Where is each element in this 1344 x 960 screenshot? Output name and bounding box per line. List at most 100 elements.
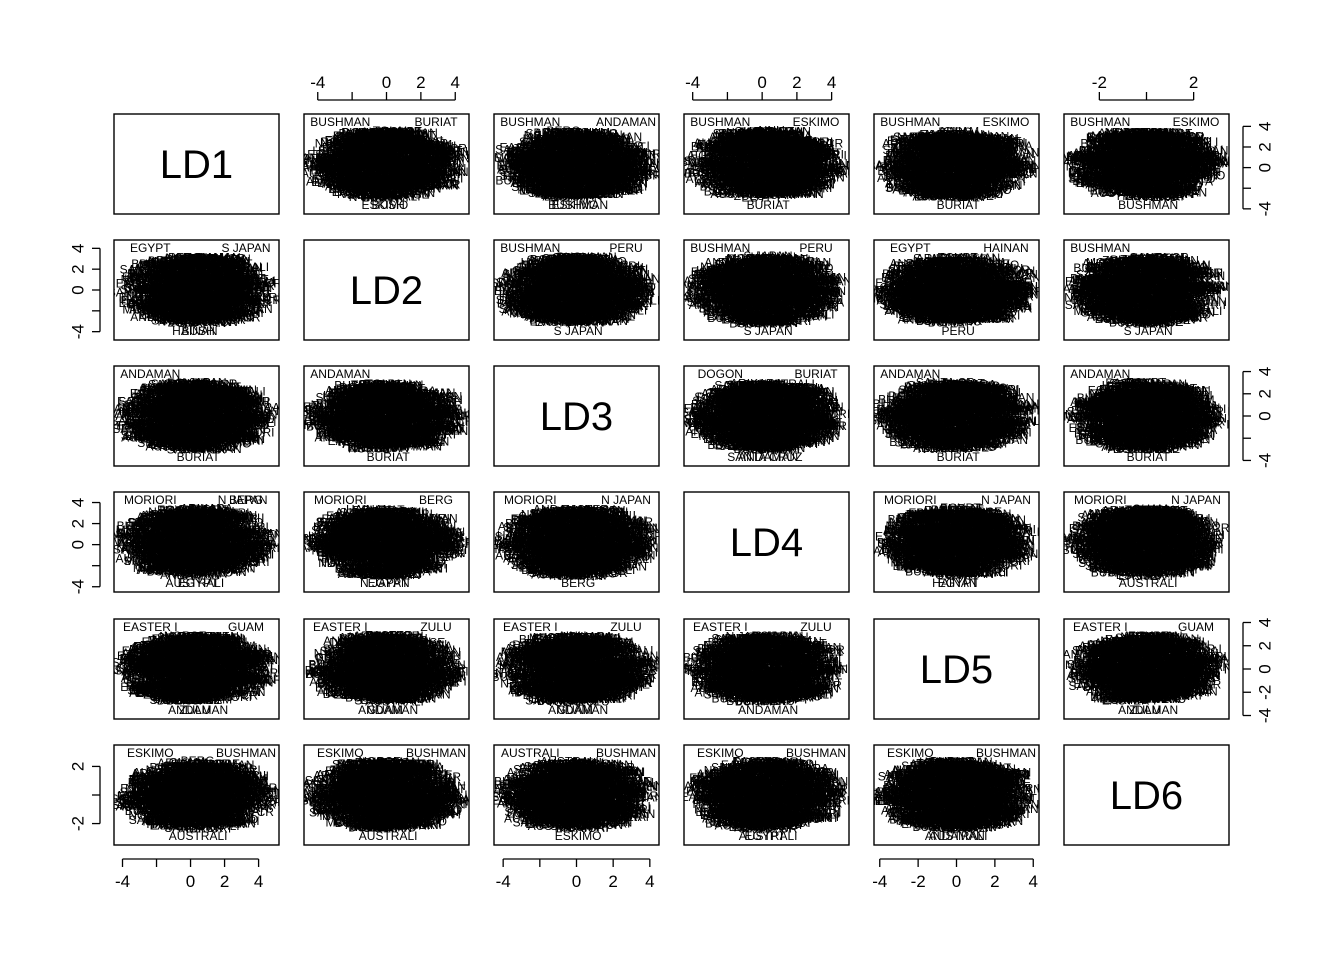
point-label: EASTER I (333, 139, 388, 153)
point-label: PERU (603, 157, 636, 171)
point-label: ARIKARA (518, 178, 571, 192)
point-label: TOLAI (508, 148, 542, 162)
point-label: MORIORI (366, 171, 419, 185)
point-label: BURIAT (128, 297, 172, 311)
point-label: AUSTRALI (572, 184, 631, 198)
point-label: EASTER I (496, 158, 551, 172)
point-label: GUAM (311, 159, 347, 173)
point-label: AUSTRALI (369, 141, 428, 155)
point-label: ZULU (355, 158, 386, 172)
point-label: BERG (559, 151, 593, 165)
point-label: TOLAI (533, 175, 567, 189)
point-label: SANTA CR (332, 173, 391, 187)
point-label: NORSE (508, 171, 551, 185)
point-label: NORSE (516, 143, 559, 157)
point-label: MORIORI (366, 163, 419, 177)
point-label: MORIORI (364, 133, 417, 147)
point-label: MORIORI (531, 166, 584, 180)
point-label: ZULU (398, 168, 429, 182)
point-label: GUAM (576, 130, 612, 144)
panel-frame (493, 113, 660, 215)
point-label: TEITA (326, 164, 359, 178)
point-label: S JAPAN (378, 143, 427, 157)
point-label: SANTA CR (327, 166, 386, 180)
point-label: HAINAN (412, 155, 457, 169)
point-label: GUAM (364, 156, 400, 170)
point-label: S JAPAN (399, 153, 448, 167)
point-label: DOGON (585, 165, 630, 179)
point-label: MORIORI (556, 171, 609, 185)
point-label: BERG (354, 135, 388, 149)
point-label: EASTER I (566, 162, 621, 176)
point-label: AUSTRALI (335, 137, 394, 151)
point-label: EASTER I (378, 154, 433, 168)
edge-point-label: S JAPAN (221, 241, 270, 255)
point-label: AINU (596, 180, 625, 194)
point-label: PERU (398, 134, 431, 148)
point-label: AUSTRALI (401, 170, 460, 184)
point-label: NORSE (548, 162, 591, 176)
point-label: EGYPT (550, 166, 591, 180)
point-label: BUSHMAN (542, 171, 602, 185)
point-label: BUSHMAN (325, 171, 385, 185)
point-label: GUAM (342, 165, 378, 179)
point-label: EASTER I (391, 171, 446, 185)
point-label: AUSTRALI (345, 187, 404, 201)
point-label: EASTER I (416, 151, 471, 165)
point-label: AUSTRALI (543, 142, 602, 156)
point-label: ANDAMAN (375, 186, 435, 200)
point-label: EASTER I (562, 138, 617, 152)
point-label: TOLAI (718, 180, 752, 194)
point-label: HAINAN (587, 183, 632, 197)
point-label: MORIORI (515, 163, 568, 177)
point-label: BUSHMAN (572, 177, 632, 191)
point-label: BURIAT (339, 184, 383, 198)
point-label: SANTA CR (601, 147, 660, 161)
point-label: HAINAN (532, 139, 577, 153)
point-label: PERU (344, 136, 377, 150)
point-label: ZULU (365, 152, 396, 166)
point-label: EASTER I (500, 141, 555, 155)
point-label: NORSE (697, 291, 740, 305)
edge-point-label: BUSHMAN (880, 115, 940, 129)
point-label: ARIKARA (353, 128, 406, 142)
point-label: AINU (606, 138, 635, 152)
point-label: AUSTRALI (589, 180, 648, 194)
point-label: AINU (610, 143, 639, 157)
point-label: TOLAI (607, 173, 641, 187)
point-label: BUSHMAN (378, 126, 438, 140)
point-label: GUAM (588, 136, 624, 150)
point-label: BURIAT (406, 149, 450, 163)
point-label: ANDAMAN (586, 147, 646, 161)
point-label: ESKIMO (543, 126, 590, 140)
point-label: NORSE (517, 182, 560, 196)
point-label: TOLAI (373, 124, 407, 138)
edge-point-label: ESKIMO (793, 115, 840, 129)
point-label: PERU (321, 165, 354, 179)
point-label: TEITA (397, 128, 430, 142)
point-label: AUSTRALI (380, 135, 439, 149)
point-label: BURIAT (530, 134, 574, 148)
point-label: N JAPAN (524, 128, 574, 142)
point-label: TEITA (513, 144, 546, 158)
panel-points: SANTA CRAINUPERUNORSETOLAIANDAMANAUSTRAL… (494, 115, 660, 212)
point-label: ARIKARA (532, 153, 585, 167)
point-label: AUSTRALI (362, 190, 421, 204)
point-label: BERG (545, 161, 579, 175)
point-label: SANTA CR (408, 142, 467, 156)
point-label: GUAM (548, 146, 584, 160)
point-label: DOGON (347, 131, 392, 145)
point-label: DOGON (564, 141, 609, 155)
point-label: AINU (608, 167, 637, 181)
point-label: N JAPAN (312, 160, 362, 174)
point-label: ARIKARA (529, 182, 582, 196)
point-label: HAINAN (407, 146, 452, 160)
point-label: NORSE (410, 141, 453, 155)
edge-point-label: BURIAT (747, 198, 791, 212)
edge-point-label: ESKIMO (362, 198, 409, 212)
point-label: DOGON (345, 141, 390, 155)
point-label: ZULU (339, 131, 370, 145)
point-label: NORSE (531, 273, 574, 287)
point-label: EASTER I (360, 188, 415, 202)
